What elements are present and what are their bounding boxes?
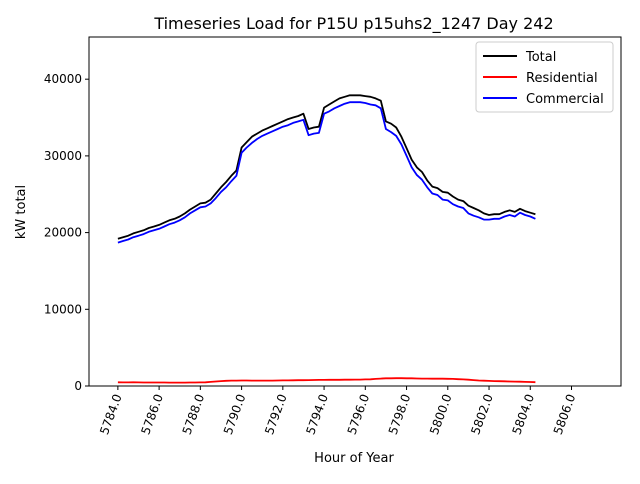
y-tick-label: 20000 <box>44 226 82 240</box>
legend-label-total: Total <box>525 50 556 65</box>
x-axis-label: Hour of Year <box>314 451 394 466</box>
y-axis-label: kW total <box>14 185 29 239</box>
residential-series-line <box>117 377 536 384</box>
chart-title: Timeseries Load for P15U p15uhs2_1247 Da… <box>153 14 553 34</box>
y-tick-label: 10000 <box>44 302 82 316</box>
legend-label-commercial: Commercial <box>526 92 604 107</box>
axes-frame <box>88 36 622 387</box>
legend-label-residential: Residential <box>526 71 598 86</box>
legend-box <box>475 41 614 113</box>
legend: Total Residential Commercial <box>475 41 614 113</box>
y-tick-label: 30000 <box>44 149 82 163</box>
y-tick-label: 0 <box>74 379 82 393</box>
y-tick-label: 40000 <box>44 72 82 86</box>
total-series-line <box>117 94 536 240</box>
commercial-series-line <box>117 101 536 244</box>
series-lines <box>117 94 536 384</box>
